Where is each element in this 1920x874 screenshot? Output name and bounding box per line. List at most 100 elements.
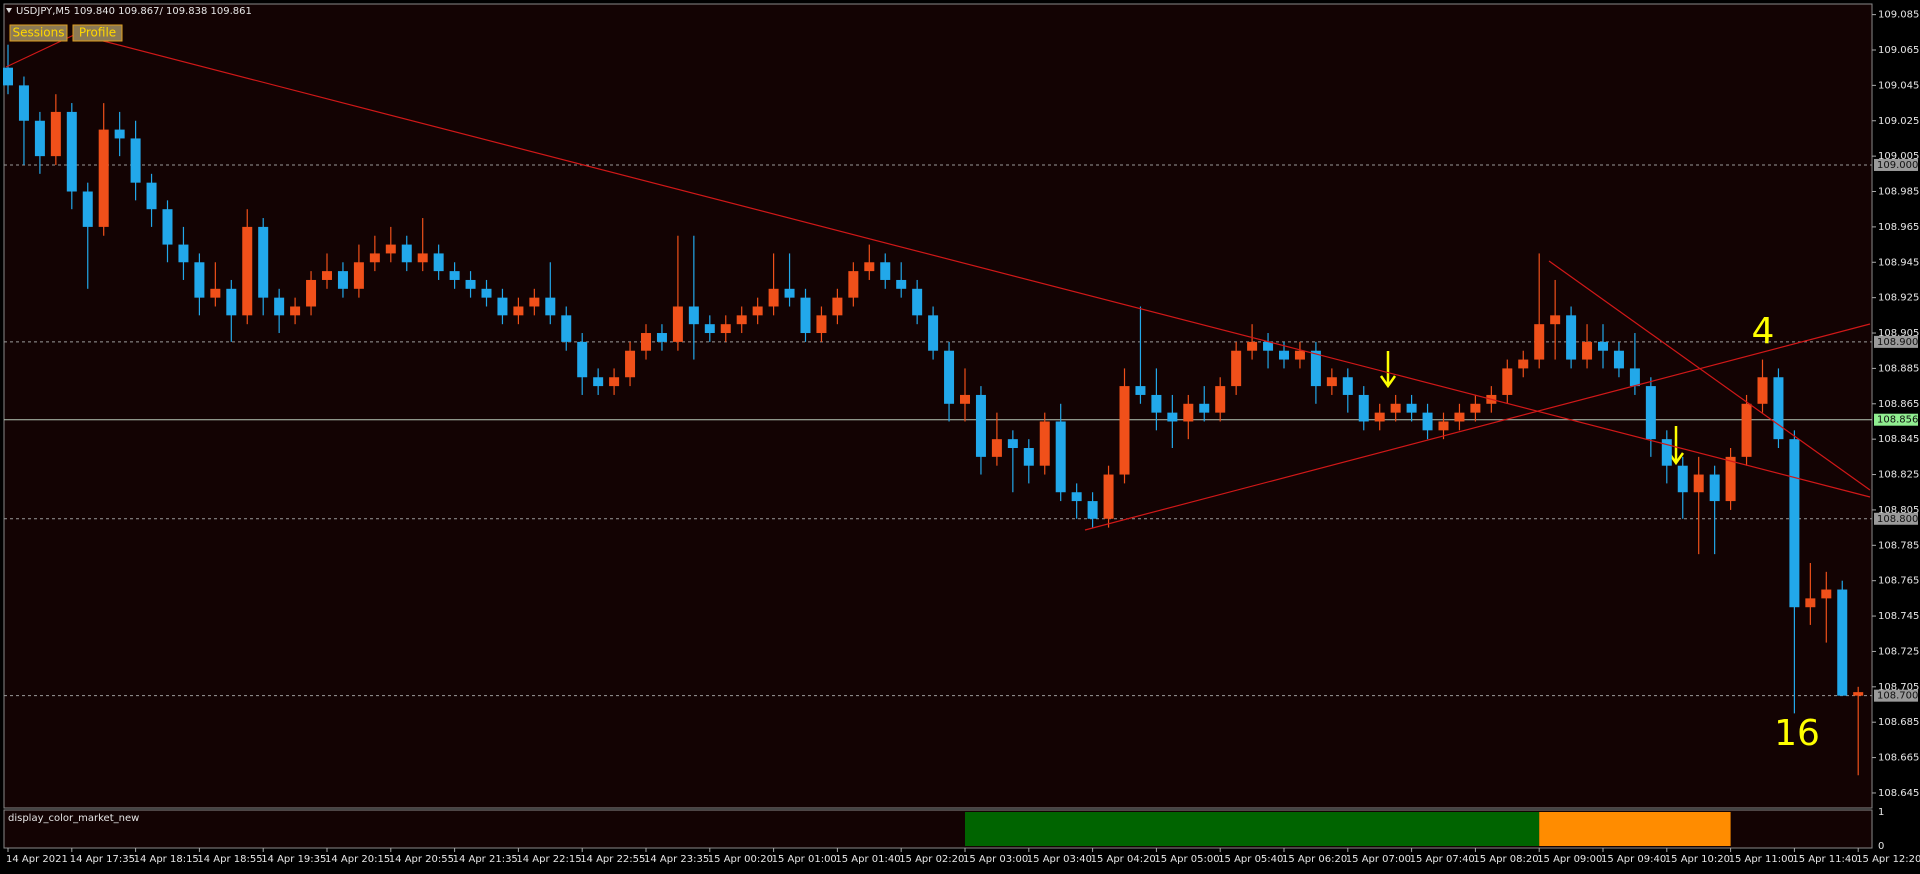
button[interactable] xyxy=(9,24,68,42)
level-label-box xyxy=(1874,512,1918,525)
candle-body xyxy=(401,244,412,263)
candle-body xyxy=(226,288,237,316)
candle-body xyxy=(912,288,923,316)
x-tick-label: 15 Apr 04:20 xyxy=(1091,854,1156,865)
candle-body xyxy=(1263,341,1274,351)
candle-body xyxy=(736,315,747,325)
y-tick-label: 108.825 xyxy=(1878,470,1919,481)
candle-body xyxy=(1518,359,1529,369)
candle-body xyxy=(194,262,205,298)
candle-body xyxy=(1087,501,1098,519)
indicator-tick-label: 0 xyxy=(1878,841,1884,852)
candle-body xyxy=(82,191,93,227)
candle-body xyxy=(1007,439,1018,449)
candle-body xyxy=(1390,403,1401,413)
candle-body xyxy=(114,129,125,139)
candle-body xyxy=(1470,403,1481,413)
x-tick-label: 15 Apr 05:40 xyxy=(1218,854,1283,865)
candle-body xyxy=(274,297,285,316)
candle-body xyxy=(1709,474,1720,502)
level-label: 108.700 xyxy=(1877,691,1918,702)
level-label-box xyxy=(1874,335,1918,348)
y-tick-label: 108.725 xyxy=(1878,646,1919,657)
candle-body xyxy=(481,288,492,298)
x-tick-label: 14 Apr 18:55 xyxy=(197,854,262,865)
candle-body xyxy=(609,377,620,387)
x-tick-label: 14 Apr 20:55 xyxy=(389,854,454,865)
candle-body xyxy=(656,333,667,342)
x-tick-label: 15 Apr 08:20 xyxy=(1473,854,1538,865)
candle-body xyxy=(1199,403,1210,413)
y-tick-label: 108.665 xyxy=(1878,753,1919,764)
y-tick-label: 108.865 xyxy=(1878,399,1919,410)
candle-body xyxy=(385,244,396,254)
x-tick-label: 14 Apr 19:35 xyxy=(261,854,326,865)
candle-body xyxy=(1613,350,1624,369)
candle-body xyxy=(1374,412,1385,422)
candle-body xyxy=(1071,492,1082,502)
candle-body xyxy=(1135,386,1146,395)
level-label-box xyxy=(1874,158,1918,171)
candle-body xyxy=(752,306,763,316)
x-tick-label: 14 Apr 17:35 xyxy=(70,854,135,865)
candle-body xyxy=(290,306,301,316)
x-tick-label: 15 Apr 05:00 xyxy=(1154,854,1219,865)
candle-body xyxy=(529,297,540,307)
candle-body xyxy=(1677,465,1688,493)
y-tick-label: 108.985 xyxy=(1878,187,1919,198)
candle-body xyxy=(337,271,348,289)
candle-body xyxy=(641,333,651,351)
candle-body xyxy=(50,111,61,157)
x-tick-label: 14 Apr 20:15 xyxy=(325,854,390,865)
button-label[interactable]: Sessions xyxy=(12,26,64,40)
candle-body xyxy=(1773,377,1784,440)
y-tick-label: 108.685 xyxy=(1878,717,1919,728)
candle-body xyxy=(768,288,779,307)
y-tick-label: 108.645 xyxy=(1878,788,1919,799)
candle-body xyxy=(1342,377,1353,395)
menu-triangle[interactable] xyxy=(6,8,12,13)
candle-body xyxy=(18,85,29,121)
trendline xyxy=(75,33,1871,498)
y-tick-label: 109.025 xyxy=(1878,116,1919,127)
candle-body xyxy=(593,377,604,387)
button[interactable] xyxy=(72,24,123,42)
candle-body xyxy=(210,288,221,298)
candle-body xyxy=(322,271,332,280)
y-tick-label: 109.065 xyxy=(1878,45,1919,56)
plot-area xyxy=(3,3,1873,809)
candle-body xyxy=(1183,403,1194,422)
candle-body xyxy=(1853,692,1864,696)
candle-body xyxy=(34,120,45,157)
y-tick-label: 108.925 xyxy=(1878,293,1919,304)
candle-body xyxy=(465,279,476,289)
candle-body xyxy=(306,279,317,307)
candle-body xyxy=(258,226,269,298)
candle-body xyxy=(1215,386,1226,413)
y-tick-label: 109.045 xyxy=(1878,80,1919,91)
indicator-segment xyxy=(965,812,1540,846)
candle-body xyxy=(1023,448,1034,466)
candle-body xyxy=(1454,412,1465,422)
candle-body xyxy=(1119,386,1130,475)
level-label-box xyxy=(1874,689,1918,702)
candle-body xyxy=(960,394,970,404)
candle-body xyxy=(1055,421,1066,493)
candle-body xyxy=(704,324,715,334)
arrow xyxy=(1379,351,1397,389)
current-price-box xyxy=(1874,413,1918,426)
x-tick-label: 15 Apr 07:40 xyxy=(1410,854,1475,865)
button-label[interactable]: Profile xyxy=(79,26,116,40)
candle-body xyxy=(832,297,843,316)
candle-body xyxy=(800,297,811,334)
x-tick-label: 15 Apr 07:00 xyxy=(1346,854,1411,865)
candle-body xyxy=(864,262,875,272)
x-tick-label: 15 Apr 00:20 xyxy=(708,854,773,865)
y-tick-label: 108.745 xyxy=(1878,611,1919,622)
candle-body xyxy=(1789,439,1800,608)
x-tick-label: 14 Apr 22:15 xyxy=(516,854,581,865)
candle-body xyxy=(66,111,77,192)
candle-body xyxy=(1438,421,1449,431)
